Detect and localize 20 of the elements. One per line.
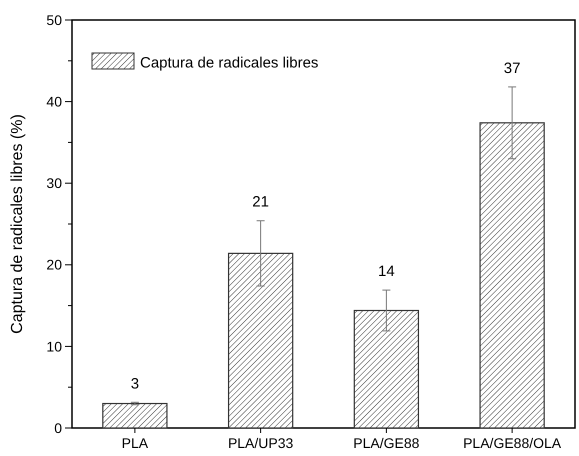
bar: [102, 402, 168, 429]
data-label: 14: [378, 263, 395, 280]
data-label: 37: [504, 60, 520, 77]
x-tick-label: PLA: [122, 435, 149, 451]
x-tick-label: PLA/GE88: [353, 435, 420, 451]
bar: [354, 310, 420, 429]
y-tick-label: 20: [46, 256, 62, 273]
y-tick-label: 10: [46, 338, 62, 354]
y-tick-label: 50: [46, 12, 62, 28]
data-label: 21: [252, 194, 269, 211]
x-tick-label: PLA/UP33: [228, 435, 294, 451]
x-tick-label: PLA/GE88/OLA: [463, 435, 562, 451]
bar: [228, 252, 294, 429]
y-tick-label: 40: [46, 94, 62, 110]
y-axis-title: Captura de radicales libres (%): [9, 114, 26, 334]
bar: [479, 122, 545, 429]
y-tick-label: 0: [54, 420, 62, 436]
data-label: 3: [130, 375, 140, 392]
y-tick-label: 30: [46, 175, 62, 192]
legend-label: Captura de radicales libres: [140, 54, 318, 72]
